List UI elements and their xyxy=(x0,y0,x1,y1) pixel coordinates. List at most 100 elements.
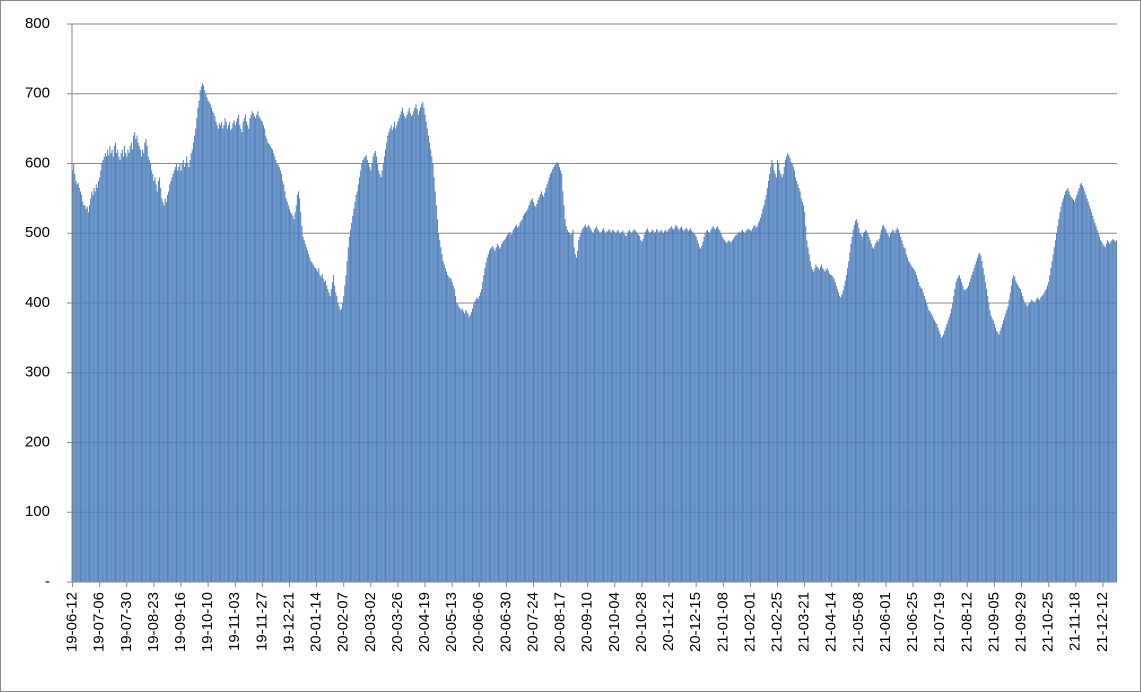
bar xyxy=(569,233,571,582)
bar xyxy=(1097,233,1099,582)
bar xyxy=(316,269,318,582)
bar xyxy=(1032,300,1034,582)
bar xyxy=(852,229,854,582)
bar xyxy=(836,289,838,582)
bar xyxy=(879,234,881,582)
bar xyxy=(956,278,958,582)
bar xyxy=(952,303,954,582)
bar xyxy=(154,177,156,582)
bar xyxy=(1045,289,1047,582)
bar xyxy=(1076,194,1078,582)
bar xyxy=(389,128,391,582)
bar xyxy=(1109,243,1111,582)
bar xyxy=(721,236,723,583)
bar xyxy=(194,135,196,582)
bar xyxy=(964,290,966,582)
x-tick-label: 19-10-10 xyxy=(199,592,216,652)
bar xyxy=(1105,243,1107,582)
bar xyxy=(253,116,255,582)
bar xyxy=(94,191,96,582)
bar xyxy=(582,227,584,583)
bar xyxy=(944,330,946,582)
bar xyxy=(539,194,541,582)
bar xyxy=(675,224,677,582)
bar xyxy=(180,170,182,582)
bar xyxy=(508,233,510,582)
bar xyxy=(435,205,437,582)
bar xyxy=(596,226,598,582)
bar xyxy=(218,123,220,583)
bar xyxy=(471,308,473,582)
bar xyxy=(1005,313,1007,582)
bar xyxy=(978,254,980,583)
bar xyxy=(156,191,158,582)
bar xyxy=(170,180,172,582)
bar xyxy=(313,266,315,582)
bar xyxy=(104,153,106,582)
bar xyxy=(439,240,441,582)
bar xyxy=(404,116,406,582)
bar xyxy=(424,114,426,583)
bar xyxy=(356,191,358,582)
bar xyxy=(126,156,128,582)
bar xyxy=(796,180,798,582)
bar xyxy=(546,184,548,583)
x-tick-label: 20-09-10 xyxy=(579,592,596,652)
bar xyxy=(617,229,619,582)
bar xyxy=(648,231,650,582)
bar xyxy=(86,206,88,582)
x-tick-label: 21-11-18 xyxy=(1067,592,1084,651)
bar xyxy=(591,231,593,583)
bar xyxy=(1080,183,1082,582)
bar xyxy=(934,320,936,582)
bar xyxy=(255,118,257,582)
bar xyxy=(901,240,903,582)
bar xyxy=(469,314,471,582)
bar xyxy=(565,226,567,582)
x-tick-label: 20-07-24 xyxy=(524,592,541,652)
bar xyxy=(869,240,871,582)
bar xyxy=(709,233,711,582)
bar xyxy=(621,231,623,583)
bar xyxy=(1037,298,1039,582)
bar xyxy=(592,233,594,582)
bar xyxy=(380,177,382,582)
bar xyxy=(310,261,312,582)
bar xyxy=(1103,245,1105,582)
bar xyxy=(391,130,393,582)
x-tick-label: 20-03-02 xyxy=(362,592,379,652)
x-tick-label: 21-07-19 xyxy=(931,592,948,652)
bar xyxy=(953,296,955,582)
bar xyxy=(929,311,931,582)
bar xyxy=(995,327,997,582)
bar xyxy=(904,248,906,582)
bar xyxy=(930,313,932,582)
bar xyxy=(704,233,706,582)
bar xyxy=(492,245,494,582)
bar xyxy=(935,322,937,582)
bar xyxy=(318,268,320,582)
bar xyxy=(783,166,785,583)
x-tick-label: 20-11-21 xyxy=(660,592,677,651)
bar xyxy=(629,229,631,582)
bar xyxy=(200,86,202,583)
bar xyxy=(593,229,596,582)
bar xyxy=(818,269,820,582)
bar xyxy=(784,160,786,582)
bar xyxy=(603,228,605,582)
bar xyxy=(157,180,159,582)
bar xyxy=(466,311,468,582)
axes: - 100 200 300 400 500 600 700 800 19-06-12 19-07-0… xyxy=(25,15,1117,652)
bar xyxy=(746,229,748,582)
bar xyxy=(738,231,740,583)
bar xyxy=(730,242,732,582)
x-tick-label: 19-11-27 xyxy=(253,592,270,651)
bar xyxy=(876,240,878,582)
bar xyxy=(175,163,178,582)
bar xyxy=(1060,206,1062,582)
bar xyxy=(392,127,394,582)
bar xyxy=(958,275,960,582)
x-tick-label: 19-08-23 xyxy=(145,592,162,652)
bar xyxy=(143,153,145,582)
bar xyxy=(793,170,795,582)
